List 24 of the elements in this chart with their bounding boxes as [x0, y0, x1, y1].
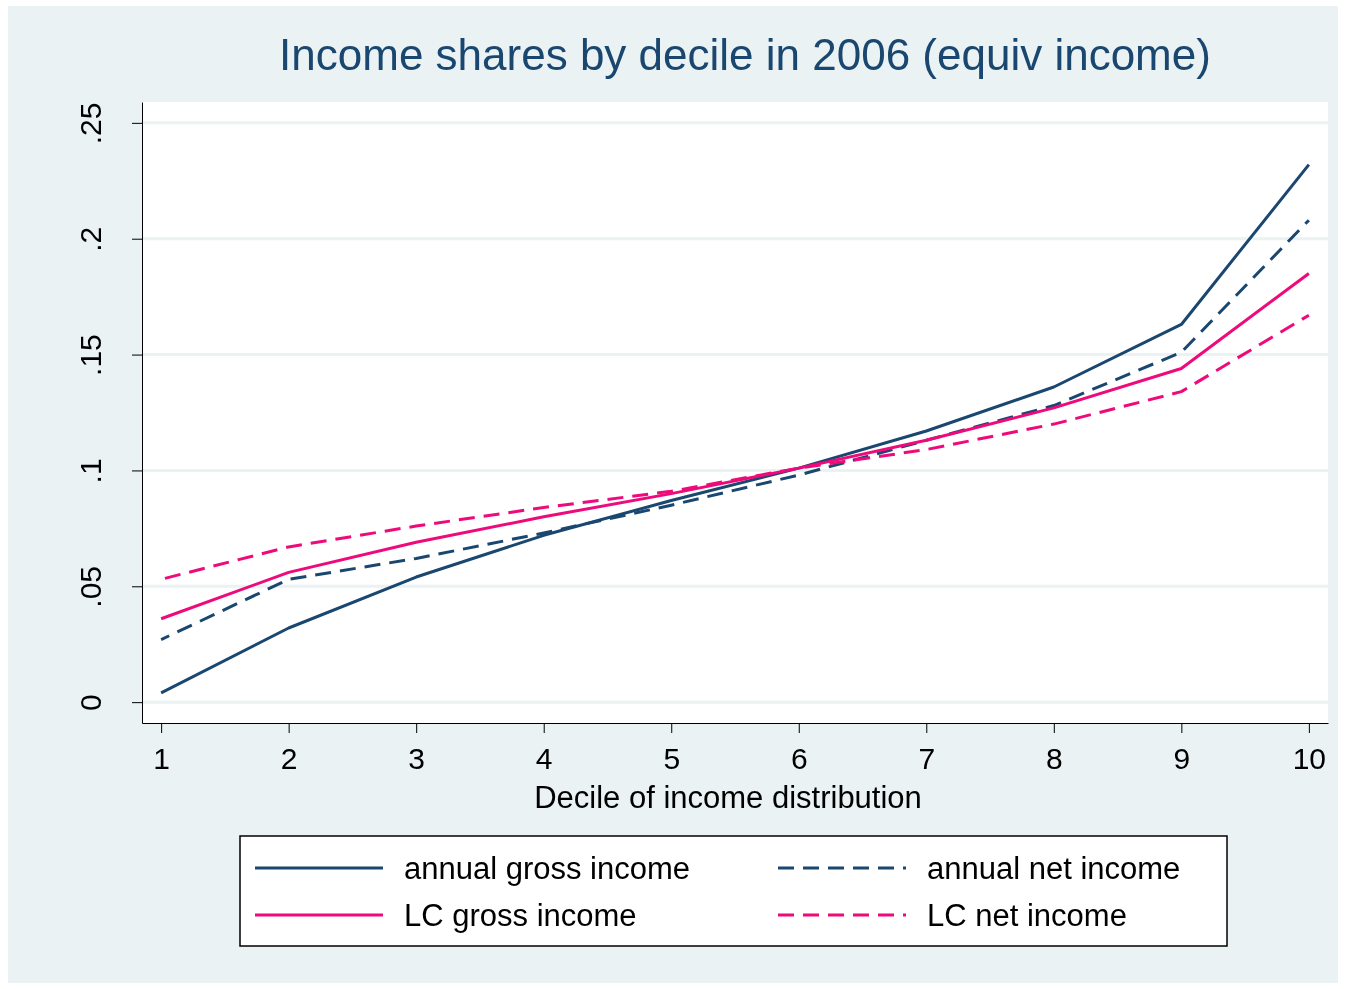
x-axis-title: Decile of income distribution	[534, 780, 922, 815]
legend-label: annual net income	[927, 850, 1181, 886]
x-tick-label: 3	[408, 742, 426, 775]
y-tick-label: .05	[73, 565, 107, 608]
y-tick-label: .25	[73, 102, 107, 145]
chart-title: Income shares by decile in 2006 (equiv income)	[279, 30, 1211, 79]
x-tick-label: 10	[1292, 742, 1327, 775]
legend-label: LC gross income	[404, 897, 637, 933]
x-tick-label: 1	[153, 742, 170, 775]
x-tick-label: 7	[918, 742, 936, 775]
y-tick-label: .15	[73, 334, 107, 376]
x-tick-label: 5	[663, 742, 681, 775]
x-tick-label: 8	[1045, 742, 1063, 775]
x-tick-label: 6	[790, 742, 808, 775]
line-series	[159, 271, 1311, 621]
y-tick-label: 0	[73, 694, 107, 711]
line-series	[159, 163, 1311, 695]
y-tick-label: .1	[73, 458, 107, 484]
x-tick-label: 4	[535, 742, 553, 775]
y-tick-label: .2	[73, 226, 107, 252]
legend-label: annual gross income	[404, 850, 691, 886]
x-tick-label: 2	[280, 742, 298, 775]
x-tick-label: 9	[1173, 742, 1191, 775]
legend-label: LC net income	[927, 897, 1127, 933]
